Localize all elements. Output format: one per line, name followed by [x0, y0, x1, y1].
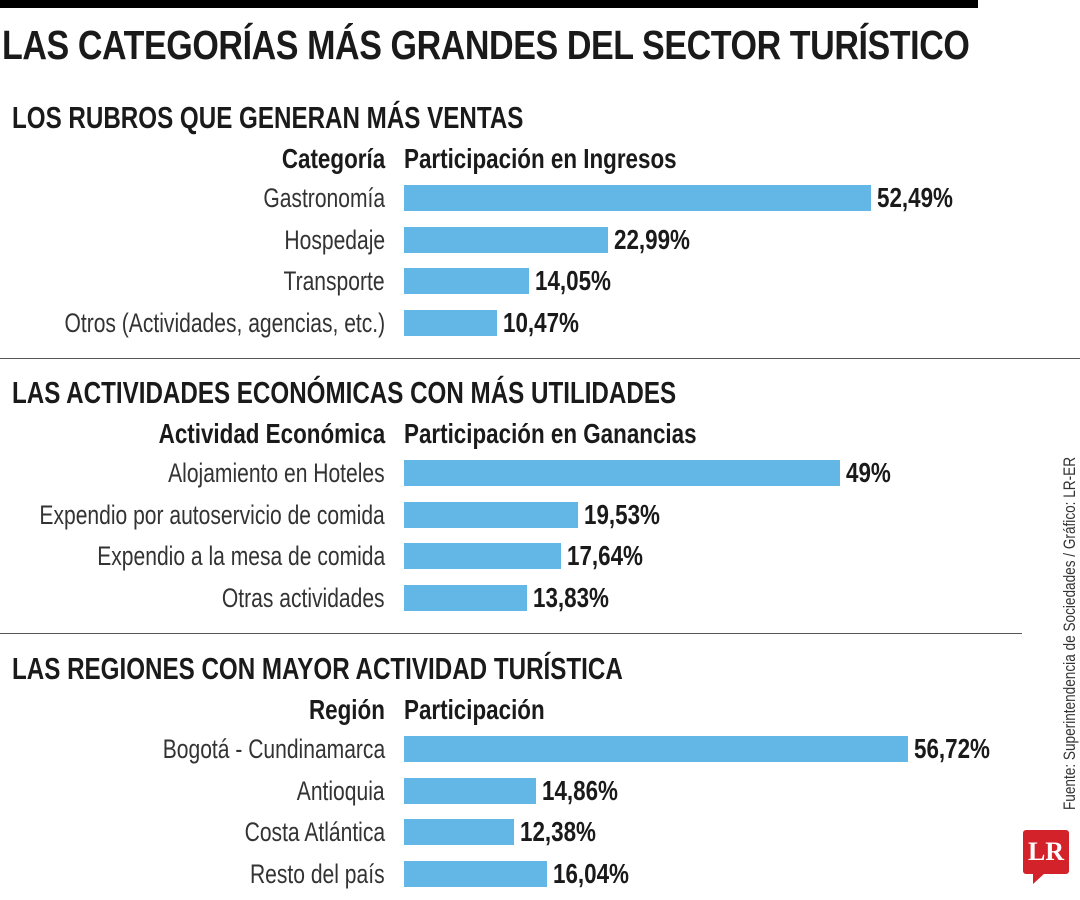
bar — [404, 777, 537, 804]
category-label: Expendio a la mesa de comida — [96, 541, 385, 572]
section-title: LAS ACTIVIDADES ECONÓMICAS CON MÁS UTILI… — [12, 375, 677, 410]
category-label: Alojamiento en Hoteles — [168, 458, 385, 488]
bar — [404, 501, 578, 528]
divider — [0, 358, 1080, 359]
bar — [404, 819, 515, 846]
data-label: 10,47% — [503, 307, 580, 339]
value-header: Participación — [404, 694, 545, 725]
bar — [404, 736, 909, 762]
data-label: 49% — [845, 457, 891, 488]
category-label: Bogotá - Cundinamarca — [162, 734, 385, 764]
section-title: LOS RUBROS QUE GENERAN MÁS VENTAS — [12, 100, 524, 135]
data-label: 16,04% — [552, 858, 629, 890]
bar — [404, 268, 529, 295]
bar — [404, 543, 561, 570]
page-title: LAS CATEGORÍAS MÁS GRANDES DEL SECTOR TU… — [2, 22, 970, 68]
category-header: Actividad Económica — [158, 418, 385, 449]
category-label: Hospedaje — [284, 224, 385, 255]
bar — [404, 226, 609, 253]
data-label: 14,86% — [542, 774, 619, 806]
category-label: Costa Atlántica — [244, 817, 385, 848]
data-label: 12,38% — [520, 816, 597, 848]
bar — [404, 585, 527, 612]
bar — [404, 185, 871, 211]
value-header: Participación en Ganancias — [404, 418, 697, 449]
lr-logo: LR — [1023, 830, 1069, 884]
data-label: 22,99% — [614, 223, 691, 255]
category-label: Expendio por autoservicio de comida — [39, 499, 385, 530]
data-label: 17,64% — [566, 540, 643, 572]
divider — [0, 633, 1022, 634]
bar — [404, 460, 840, 486]
category-header: Región — [309, 694, 385, 725]
category-header: Categoría — [281, 143, 385, 174]
category-label: Transporte — [283, 266, 385, 297]
category-label: Otras actividades — [222, 583, 385, 614]
source-note: Fuente: Superintendencia de Sociedades /… — [1060, 456, 1079, 810]
section-title: LAS REGIONES CON MAYOR ACTIVIDAD TURÍSTI… — [12, 651, 623, 686]
data-label: 13,83% — [532, 582, 609, 614]
category-label: Otros (Actividades, agencias, etc.) — [64, 308, 385, 339]
top-bar — [0, 0, 978, 8]
category-label: Antioquia — [297, 775, 385, 806]
category-label: Gastronomía — [263, 183, 385, 213]
data-label: 56,72% — [914, 733, 991, 764]
category-label: Resto del país — [250, 859, 385, 890]
data-label: 19,53% — [583, 498, 660, 530]
bar — [404, 310, 498, 337]
bar — [404, 861, 547, 888]
value-header: Participación en Ingresos — [404, 143, 677, 174]
data-label: 52,49% — [876, 182, 953, 213]
data-label: 14,05% — [534, 265, 611, 297]
